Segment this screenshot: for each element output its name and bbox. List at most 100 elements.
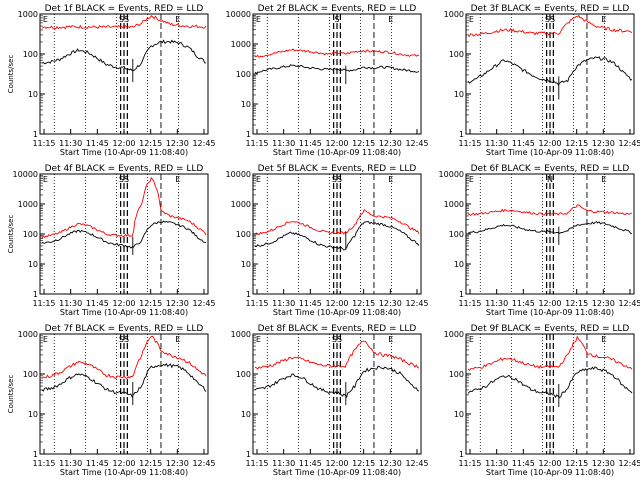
series-events-line [41,39,207,72]
x-tick-label: 12:00 [325,139,348,148]
series-lld-line [467,204,633,217]
panel-title: Det 3f BLACK = Events, RED = LLD [471,4,630,14]
x-tick-label: 11:15 [458,459,481,468]
series-events-line [467,56,633,86]
x-tick-label: 11:45 [299,139,322,148]
y-tick-label: 1 [246,450,251,459]
x-tick-label: 12:15 [139,299,162,308]
x-axis-label: Start Time (10-Apr-09 11:08:40) [486,468,614,477]
y-tick-label: 10 [454,260,464,269]
y-tick-label: 100 [23,230,38,239]
annotation-label: E [469,335,474,344]
x-tick-label: 12:30 [379,139,402,148]
x-tick-label: 11:15 [32,139,55,148]
x-axis-label: Start Time (10-Apr-09 11:08:40) [486,308,614,317]
y-tick-label: 10000 [439,170,464,179]
y-axis-label: Counts/sec [7,215,15,254]
annotation-label: E [175,15,180,24]
y-tick-label: 1 [33,450,38,459]
y-tick-label: 1000 [18,10,38,19]
x-tick-label: 12:15 [565,139,588,148]
panel-title: Det 1f BLACK = Events, RED = LLD [45,4,204,14]
y-tick-label: 1 [459,450,464,459]
x-tick-label: 12:15 [139,459,162,468]
x-tick-label: 12:30 [379,459,402,468]
x-tick-label: 12:45 [405,139,428,148]
x-tick-label: 11:15 [32,299,55,308]
x-tick-label: 11:45 [86,299,109,308]
y-tick-label: 10000 [13,170,38,179]
y-tick-label: 10 [241,410,251,419]
x-tick-label: 12:15 [565,299,588,308]
series-lld-line [467,335,633,372]
annotation-label: N [547,175,553,184]
annotation-label: E [43,335,48,344]
x-tick-label: 12:00 [112,459,135,468]
annotation-label: E [43,175,48,184]
x-tick-label: 11:30 [485,139,508,148]
x-tick-label: 12:15 [352,299,375,308]
x-tick-label: 12:15 [352,139,375,148]
panel-title: Det 8f BLACK = Events, RED = LLD [258,324,417,334]
y-tick-label: 10 [28,260,38,269]
y-tick-label: 100 [236,370,251,379]
x-tick-label: 11:45 [512,459,535,468]
y-tick-label: 10 [454,90,464,99]
x-tick-label: 11:45 [86,139,109,148]
x-tick-label: 11:30 [272,139,295,148]
y-tick-label: 10000 [226,10,251,19]
panel-det-6: Det 6f BLACK = Events, RED = LLD 1 10 100 10… [439,164,640,317]
annotation-label: E [469,175,474,184]
x-tick-label: 12:45 [618,139,640,148]
x-tick-label: 11:15 [245,459,268,468]
x-tick-label: 12:00 [538,459,561,468]
x-tick-label: 11:30 [272,299,295,308]
panel-title: Det 7f BLACK = Events, RED = LLD [45,324,204,334]
series-events-line [467,366,633,399]
panel-det-1: Det 1f BLACK = Events, RED = LLD 1 10 100 10… [7,4,216,157]
panel-det-9: Det 9f BLACK = Events, RED = LLD 1 10 100 10… [444,324,640,477]
annotation-label: SS [119,175,129,184]
y-tick-label: 100 [449,230,464,239]
x-tick-label: 12:15 [139,139,162,148]
panel-det-2: Det 2f BLACK = Events, RED = LLD 1 10 100 10… [226,4,429,157]
x-tick-label: 11:30 [59,139,82,148]
panel-det-4: Det 4f BLACK = Events, RED = LLD 1 10 100 10… [7,164,216,317]
series-events-line [255,221,420,251]
y-tick-label: 100 [236,70,251,79]
x-axis-label: Start Time (10-Apr-09 11:08:40) [486,148,614,157]
x-tick-label: 12:45 [192,459,215,468]
y-tick-label: 100 [236,230,251,239]
y-axis-label: Counts/sec [7,375,15,414]
x-tick-label: 11:30 [59,459,82,468]
y-tick-label: 1 [33,290,38,299]
x-tick-label: 12:30 [166,299,189,308]
panel-title: Det 6f BLACK = Events, RED = LLD [471,164,630,174]
x-tick-label: 11:15 [245,139,268,148]
panel-det-8: Det 8f BLACK = Events, RED = LLD 1 10 100 10… [231,324,429,477]
annotation-label: E [256,335,261,344]
x-tick-label: 11:15 [245,299,268,308]
annotation-label: E [469,15,474,24]
x-tick-label: 12:45 [192,299,215,308]
x-tick-label: 11:15 [32,459,55,468]
x-tick-label: 12:30 [592,459,615,468]
y-tick-label: 1 [33,130,38,139]
x-tick-label: 12:00 [538,139,561,148]
x-tick-label: 11:45 [512,299,535,308]
x-axis-label: Start Time (10-Apr-09 11:08:40) [273,148,401,157]
annotation-label: SS [119,335,129,344]
y-tick-label: 10000 [226,170,251,179]
x-axis-label: Start Time (10-Apr-09 11:08:40) [60,148,188,157]
y-tick-label: 1000 [444,10,464,19]
series-lld-line [254,340,420,370]
x-tick-label: 12:00 [325,299,348,308]
x-tick-label: 12:15 [565,459,588,468]
y-tick-label: 1000 [231,330,251,339]
panel-det-7: Det 7f BLACK = Events, RED = LLD 1 10 100 10… [7,324,216,477]
y-tick-label: 10 [28,410,38,419]
annotation-label: SS [332,335,342,344]
y-tick-label: 1 [459,290,464,299]
annotation-label: SS [119,15,129,24]
